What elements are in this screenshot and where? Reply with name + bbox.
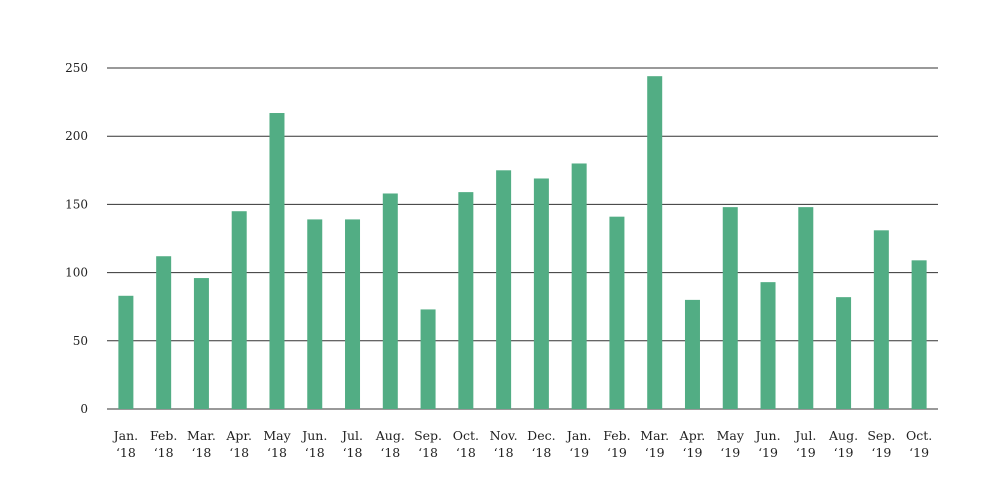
- x-tick-label-month: Nov.: [490, 428, 518, 443]
- x-tick-label-month: Sep.: [414, 428, 442, 443]
- y-tick-label: 0: [80, 402, 88, 416]
- x-tick-label-month: Jul.: [340, 428, 363, 443]
- bar: [722, 207, 738, 409]
- x-tick-label-month: Mar.: [187, 428, 216, 443]
- x-tick-label-year: ‘18: [267, 445, 287, 460]
- bar: [420, 309, 436, 409]
- x-tick-label-month: Feb.: [603, 428, 630, 443]
- x-tick-label-month: May: [717, 428, 745, 443]
- x-tick-label-year: ‘18: [191, 445, 211, 460]
- bar: [684, 299, 700, 409]
- x-tick-label-month: Oct.: [453, 428, 479, 443]
- x-tick-label-month: Apr.: [679, 428, 706, 443]
- x-tick-label-year: ‘18: [343, 445, 363, 460]
- y-tick-label: 250: [65, 61, 88, 75]
- bar: [345, 219, 361, 409]
- bar: [647, 76, 663, 410]
- bar: [873, 230, 889, 409]
- x-tick-label-year: ‘18: [531, 445, 551, 460]
- x-tick-label-year: ‘19: [683, 445, 703, 460]
- bar: [798, 207, 814, 409]
- bar: [193, 278, 209, 409]
- x-axis-labels: Jan. ‘18 Feb. ‘18 Mar. ‘18 Apr. ‘18 May ‘18 Jun. ‘1…: [112, 428, 933, 460]
- y-tick-label: 100: [65, 266, 88, 280]
- x-tick-label-year: ‘18: [418, 445, 438, 460]
- x-tick-label-month: May: [263, 428, 291, 443]
- x-tick-label-year: ‘18: [229, 445, 249, 460]
- x-tick-label-year: ‘19: [796, 445, 816, 460]
- x-tick-label-year: ‘19: [607, 445, 627, 460]
- bar: [231, 211, 247, 409]
- bar: [836, 297, 852, 409]
- x-tick-label-year: ‘18: [305, 445, 325, 460]
- bar: [911, 260, 927, 409]
- bar: [458, 192, 474, 409]
- y-tick-label: 150: [65, 197, 88, 211]
- bar: [118, 295, 134, 409]
- x-tick-label-year: ‘18: [116, 445, 136, 460]
- x-tick-label-year: ‘18: [380, 445, 400, 460]
- x-tick-label-year: ‘19: [645, 445, 665, 460]
- x-tick-label-year: ‘19: [834, 445, 854, 460]
- x-tick-label-year: ‘18: [154, 445, 174, 460]
- bar: [269, 113, 285, 410]
- y-tick-label: 50: [73, 334, 88, 348]
- gridlines: [107, 67, 938, 410]
- x-tick-label-month: Jun.: [300, 428, 327, 443]
- bar: [382, 193, 398, 409]
- x-tick-label-month: Aug.: [828, 428, 858, 443]
- bar: [496, 170, 512, 409]
- x-tick-label-year: ‘19: [758, 445, 778, 460]
- x-tick-label-month: Dec.: [527, 428, 555, 443]
- x-tick-label-month: Mar.: [640, 428, 669, 443]
- bar: [571, 163, 587, 409]
- x-tick-label-month: Jan.: [565, 428, 592, 443]
- x-tick-label-year: ‘19: [569, 445, 589, 460]
- x-tick-label-month: Aug.: [375, 428, 405, 443]
- bar: [533, 178, 549, 409]
- y-tick-label: 200: [65, 129, 88, 143]
- bar: [156, 256, 172, 409]
- x-tick-label-month: Sep.: [867, 428, 895, 443]
- y-axis-ticks: 0 50 100 150 200 250: [65, 61, 88, 416]
- x-tick-label-year: ‘18: [456, 445, 476, 460]
- x-tick-label-year: ‘19: [909, 445, 929, 460]
- x-tick-label-month: Jan.: [112, 428, 139, 443]
- x-tick-label-year: ‘18: [494, 445, 514, 460]
- bar: [760, 282, 776, 409]
- x-tick-label-month: Jul.: [793, 428, 816, 443]
- x-tick-label-month: Feb.: [150, 428, 177, 443]
- x-tick-label-month: Oct.: [906, 428, 932, 443]
- bar: [609, 216, 625, 409]
- x-tick-label-year: ‘19: [720, 445, 740, 460]
- x-tick-label-year: ‘19: [871, 445, 891, 460]
- bars: [118, 76, 927, 410]
- x-tick-label-month: Jun.: [753, 428, 780, 443]
- x-tick-label-month: Apr.: [225, 428, 252, 443]
- bar: [307, 219, 323, 409]
